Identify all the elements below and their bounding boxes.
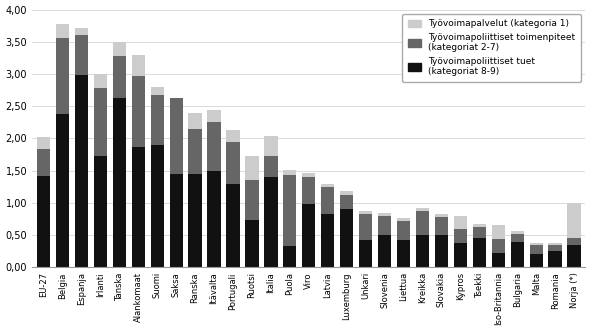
Bar xyxy=(397,240,410,267)
Bar xyxy=(207,171,220,267)
Bar xyxy=(75,35,88,75)
Bar xyxy=(245,220,259,267)
Bar xyxy=(245,180,259,220)
Bar xyxy=(397,221,410,240)
Bar xyxy=(113,99,126,267)
Bar xyxy=(226,184,239,267)
Bar xyxy=(473,227,486,238)
Bar xyxy=(132,147,145,267)
Bar xyxy=(473,238,486,267)
Bar xyxy=(416,211,429,235)
Bar xyxy=(454,216,467,229)
Bar xyxy=(75,75,88,267)
Bar xyxy=(302,204,316,267)
Bar xyxy=(132,76,145,147)
Bar xyxy=(548,251,562,267)
Bar xyxy=(94,88,107,156)
Bar xyxy=(94,74,107,88)
Bar xyxy=(511,231,524,234)
Bar xyxy=(207,110,220,122)
Bar xyxy=(170,174,183,267)
Bar xyxy=(56,38,69,114)
Bar xyxy=(435,235,448,267)
Bar xyxy=(473,224,486,227)
Bar xyxy=(340,191,353,195)
Bar xyxy=(397,218,410,221)
Bar xyxy=(264,157,278,177)
Bar xyxy=(378,216,391,235)
Legend: Työvoimapalvelut (kategoria 1), Työvoimapoliittiset toimenpiteet
(kategoriat 2-7: Työvoimapalvelut (kategoria 1), Työvoima… xyxy=(402,14,581,82)
Bar xyxy=(113,42,126,56)
Bar xyxy=(302,177,316,204)
Bar xyxy=(435,214,448,217)
Bar xyxy=(378,213,391,216)
Bar xyxy=(321,187,335,214)
Bar xyxy=(492,253,505,267)
Bar xyxy=(170,98,183,174)
Bar xyxy=(492,239,505,253)
Bar xyxy=(548,243,562,245)
Bar xyxy=(56,114,69,267)
Bar xyxy=(132,55,145,76)
Bar xyxy=(530,243,543,245)
Bar xyxy=(151,145,164,267)
Bar xyxy=(321,184,335,187)
Bar xyxy=(56,24,69,38)
Bar xyxy=(37,176,50,267)
Bar xyxy=(245,156,259,180)
Bar xyxy=(264,136,278,157)
Bar xyxy=(264,177,278,267)
Bar xyxy=(113,56,126,99)
Bar xyxy=(454,243,467,267)
Bar xyxy=(189,174,202,267)
Bar xyxy=(548,245,562,251)
Bar xyxy=(359,211,372,214)
Bar xyxy=(530,255,543,267)
Bar xyxy=(378,235,391,267)
Bar xyxy=(567,238,581,245)
Bar xyxy=(151,95,164,145)
Bar xyxy=(511,242,524,267)
Bar xyxy=(492,225,505,239)
Bar xyxy=(283,170,297,175)
Bar xyxy=(226,130,239,142)
Bar xyxy=(416,235,429,267)
Bar xyxy=(189,129,202,174)
Bar xyxy=(151,87,164,95)
Bar xyxy=(416,208,429,211)
Bar xyxy=(530,245,543,255)
Bar xyxy=(37,149,50,176)
Bar xyxy=(321,214,335,267)
Bar xyxy=(94,156,107,267)
Bar xyxy=(511,234,524,242)
Bar xyxy=(359,240,372,267)
Bar xyxy=(283,246,297,267)
Bar xyxy=(75,27,88,35)
Bar xyxy=(302,172,316,177)
Bar xyxy=(454,229,467,243)
Bar xyxy=(207,122,220,171)
Bar xyxy=(283,175,297,246)
Bar xyxy=(189,113,202,129)
Bar xyxy=(340,209,353,267)
Bar xyxy=(226,142,239,184)
Bar xyxy=(37,137,50,149)
Bar xyxy=(340,195,353,209)
Bar xyxy=(435,217,448,235)
Bar xyxy=(567,203,581,238)
Bar xyxy=(567,245,581,267)
Bar xyxy=(359,214,372,240)
